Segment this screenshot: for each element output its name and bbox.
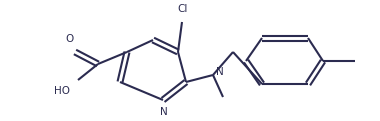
- Text: HO: HO: [54, 86, 70, 96]
- Text: N: N: [216, 67, 224, 77]
- Text: N: N: [160, 107, 168, 117]
- Text: O: O: [66, 34, 74, 44]
- Text: Cl: Cl: [178, 4, 188, 14]
